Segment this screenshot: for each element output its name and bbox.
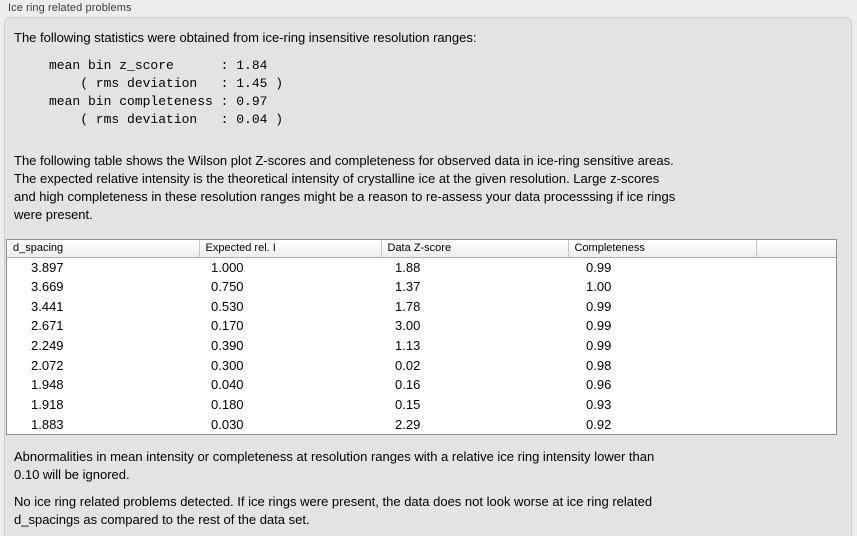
table-cell: 2.671 — [31, 318, 64, 334]
table-row[interactable]: 1.948 0.040 0.16 0.96 — [7, 375, 836, 395]
column-header-extra — [756, 240, 836, 258]
table-cell: 0.040 — [211, 377, 244, 393]
table-header-row: d_spacing Expected rel. I Data Z-score C… — [7, 240, 836, 258]
table-row[interactable]: 3.897 1.000 1.88 0.99 — [7, 257, 836, 277]
intro-text: The following statistics were obtained f… — [14, 30, 477, 45]
table-cell — [756, 336, 836, 356]
table-cell: 2.249 — [31, 338, 64, 354]
table-cell — [756, 395, 836, 415]
table-row[interactable]: 1.918 0.180 0.15 0.93 — [7, 395, 836, 415]
table-cell: 3.00 — [395, 318, 421, 334]
table-cell: 1.88 — [395, 259, 421, 275]
table-row[interactable]: 2.249 0.390 1.13 0.99 — [7, 336, 836, 356]
table-cell — [756, 316, 836, 336]
column-header-data-z-score: Data Z-score — [381, 240, 569, 258]
table-cell: 0.99 — [586, 338, 612, 354]
table-cell: 0.030 — [211, 416, 244, 432]
table-cell — [756, 415, 836, 435]
table-cell: 2.072 — [31, 357, 64, 373]
table-row[interactable]: 2.671 0.170 3.00 0.99 — [7, 316, 836, 336]
ignore-note-text: Abnormalities in mean intensity or compl… — [14, 449, 655, 482]
table-cell: 0.390 — [211, 338, 244, 354]
table-cell: 0.92 — [586, 416, 612, 432]
table-cell: 1.918 — [31, 397, 64, 413]
column-header-expected-rel-i: Expected rel. I — [199, 240, 382, 258]
table-cell: 2.29 — [395, 416, 421, 432]
table-cell — [756, 277, 836, 297]
table-cell: 0.99 — [586, 259, 612, 275]
table-cell: 3.897 — [31, 259, 64, 275]
table-cell: 1.883 — [31, 416, 64, 432]
table-cell: 0.15 — [395, 397, 421, 413]
column-header-d-spacing: d_spacing — [7, 240, 200, 258]
table-row[interactable]: 3.441 0.530 1.78 0.99 — [7, 296, 836, 316]
table-cell: 0.98 — [586, 357, 612, 373]
table-cell — [756, 355, 836, 375]
table-cell: 1.37 — [395, 279, 421, 295]
table-row[interactable]: 2.072 0.300 0.02 0.98 — [7, 355, 836, 375]
stats-block: mean bin z_score : 1.84 ( rms deviation … — [49, 58, 284, 127]
table-cell: 0.02 — [395, 357, 421, 373]
description-text: The following table shows the Wilson plo… — [14, 153, 676, 222]
table-cell: 3.669 — [31, 279, 64, 295]
table-cell: 0.93 — [586, 397, 612, 413]
table-cell — [756, 375, 836, 395]
table-cell: 1.948 — [31, 377, 64, 393]
table-cell: 0.96 — [586, 377, 612, 393]
result-note-text: No ice ring related problems detected. I… — [14, 494, 653, 527]
table-cell: 0.16 — [395, 377, 421, 393]
group-box-label: Ice ring related problems — [8, 2, 132, 14]
table-row[interactable]: 1.883 0.030 2.29 0.92 — [7, 415, 836, 435]
table-cell: 0.99 — [586, 298, 612, 314]
table-cell: 0.170 — [211, 318, 244, 334]
table-cell: 1.00 — [586, 279, 612, 295]
table-body: 3.897 1.000 1.88 0.99 3.669 0.750 1.37 1.00 3.44… — [7, 257, 836, 434]
table-cell: 0.99 — [586, 318, 612, 334]
table-cell: 3.441 — [31, 298, 64, 314]
table-cell: 0.530 — [211, 298, 244, 314]
table-row[interactable]: 3.669 0.750 1.37 1.00 — [7, 277, 836, 297]
table-cell — [756, 296, 836, 316]
column-header-completeness: Completeness — [568, 240, 757, 258]
table-cell: 1.000 — [211, 259, 244, 275]
table-cell: 1.78 — [395, 298, 421, 314]
ice-ring-table: d_spacing Expected rel. I Data Z-score C… — [6, 239, 837, 436]
table-cell — [756, 257, 836, 277]
table-cell: 1.13 — [395, 338, 421, 354]
table-cell: 0.180 — [211, 397, 244, 413]
table-cell: 0.300 — [211, 357, 244, 373]
table-cell: 0.750 — [211, 279, 244, 295]
